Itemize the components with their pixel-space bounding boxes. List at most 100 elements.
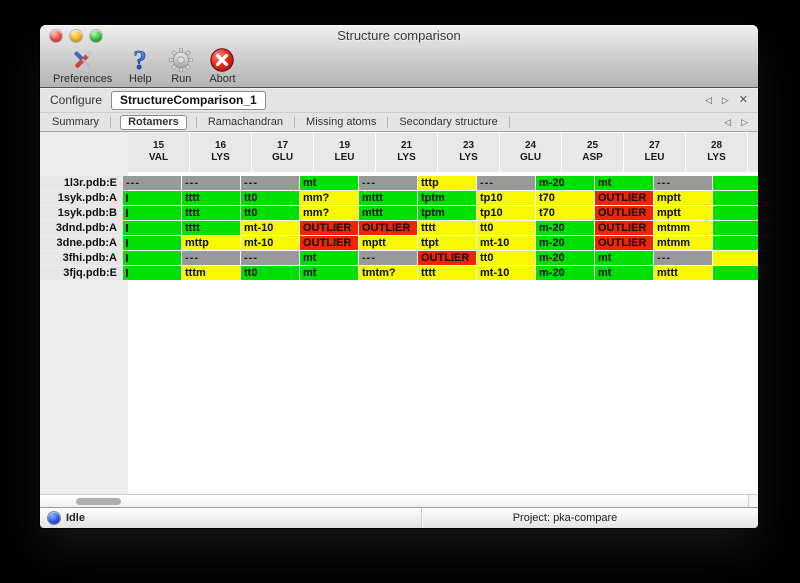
- row-label[interactable]: 1syk.pdb:B: [40, 206, 122, 220]
- rotamer-cell[interactable]: ---: [477, 176, 535, 190]
- rotamer-cell[interactable]: tptm: [418, 191, 476, 205]
- rotamer-cell[interactable]: tttt: [182, 191, 240, 205]
- prev-configuration-icon[interactable]: ◁: [704, 95, 712, 105]
- rotamer-cell[interactable]: tttt: [182, 206, 240, 220]
- rotamer-cell[interactable]: m-20: [536, 251, 594, 265]
- rotamer-cell[interactable]: mm?: [300, 191, 358, 205]
- row-label[interactable]: 3dne.pdb:A: [40, 236, 122, 250]
- run-button[interactable]: Run: [168, 47, 194, 85]
- row-label[interactable]: 3dnd.pdb:A: [40, 221, 122, 235]
- rotamer-cell[interactable]: m-20: [536, 236, 594, 250]
- rotamer-cell[interactable]: [123, 206, 181, 220]
- rotamer-cell[interactable]: OUTLIER: [300, 221, 358, 235]
- rotamer-cell[interactable]: OUTLIER: [300, 236, 358, 250]
- rotamer-cell[interactable]: mt: [300, 266, 358, 280]
- rotamer-cell[interactable]: mptt: [654, 191, 712, 205]
- row-label[interactable]: 3fhi.pdb:A: [40, 251, 122, 265]
- next-configuration-icon[interactable]: ▷: [721, 95, 729, 105]
- minimize-window-button[interactable]: [70, 30, 82, 42]
- rotamer-cell[interactable]: ---: [241, 251, 299, 265]
- close-configuration-icon[interactable]: ✕: [738, 94, 748, 106]
- rotamer-cell[interactable]: [123, 266, 181, 280]
- column-header[interactable]: 15 VAL: [128, 132, 189, 172]
- rotamer-cell[interactable]: mt-10: [241, 236, 299, 250]
- tab-summary[interactable]: Summary: [52, 116, 100, 128]
- rotamer-cell[interactable]: tttm: [182, 266, 240, 280]
- rotamer-cell[interactable]: mt: [300, 251, 358, 265]
- horizontal-scrollbar[interactable]: [40, 494, 758, 507]
- rotamer-cell[interactable]: OUTLIER: [595, 191, 653, 205]
- rotamer-cell[interactable]: tttp: [418, 176, 476, 190]
- rotamer-cell[interactable]: ---: [182, 176, 240, 190]
- rotamer-cell[interactable]: OUTLIER: [418, 251, 476, 265]
- titlebar[interactable]: Structure comparison: [40, 25, 758, 46]
- row-label[interactable]: 1l3r.pdb:E: [40, 176, 122, 190]
- rotamer-cell[interactable]: m-20: [536, 221, 594, 235]
- tab-missing-atoms[interactable]: Missing atoms: [306, 116, 377, 128]
- rotamer-cell[interactable]: OUTLIER: [595, 221, 653, 235]
- help-button[interactable]: ? Help: [127, 47, 153, 85]
- column-header[interactable]: 25 ASP: [562, 132, 623, 172]
- rotamer-cell[interactable]: mm?: [300, 206, 358, 220]
- rotamer-cell[interactable]: mtmm: [654, 221, 712, 235]
- tab-rotamers[interactable]: Rotamers: [120, 114, 187, 130]
- rotamer-cell[interactable]: ---: [654, 251, 712, 265]
- rotamer-cell[interactable]: tttt: [182, 221, 240, 235]
- rotamer-cell[interactable]: tt0: [477, 251, 535, 265]
- rotamer-cell[interactable]: tptm: [418, 206, 476, 220]
- row-label[interactable]: 3fjq.pdb:E: [40, 266, 122, 280]
- rotamer-cell[interactable]: OUTLIER: [595, 206, 653, 220]
- rotamer-cell[interactable]: tttt: [418, 266, 476, 280]
- column-header[interactable]: 23 LYS: [438, 132, 499, 172]
- rotamer-cell[interactable]: tt0: [241, 191, 299, 205]
- abort-button[interactable]: Abort: [209, 47, 236, 85]
- scrollbar-thumb[interactable]: [76, 498, 121, 505]
- row-label[interactable]: 1syk.pdb:A: [40, 191, 122, 205]
- rotamer-cell[interactable]: ttpt: [418, 236, 476, 250]
- tab-secondary-structure[interactable]: Secondary structure: [399, 116, 498, 128]
- rotamer-cell[interactable]: tmtm?: [359, 266, 417, 280]
- configuration-tab[interactable]: StructureComparison_1: [111, 90, 266, 110]
- column-header[interactable]: 24 GLU: [500, 132, 561, 172]
- rotamer-cell[interactable]: tt0: [241, 266, 299, 280]
- rotamer-cell[interactable]: mttt: [359, 191, 417, 205]
- rotamer-cell[interactable]: mt-10: [241, 221, 299, 235]
- rotamer-cell[interactable]: m-20: [536, 176, 594, 190]
- column-header[interactable]: 17 GLU: [252, 132, 313, 172]
- rotamer-cell[interactable]: t70: [536, 191, 594, 205]
- rotamer-cell[interactable]: OUTLIER: [595, 236, 653, 250]
- rotamer-cell[interactable]: mttp: [182, 236, 240, 250]
- rotamer-cell[interactable]: tt0: [241, 206, 299, 220]
- rotamer-cell[interactable]: tttt: [418, 221, 476, 235]
- rotamer-cell[interactable]: ---: [241, 176, 299, 190]
- rotamer-cell[interactable]: mptt: [654, 206, 712, 220]
- rotamer-cell[interactable]: mt: [595, 266, 653, 280]
- column-header[interactable]: 27 LEU: [624, 132, 685, 172]
- rotamer-cell[interactable]: ---: [123, 176, 181, 190]
- rotamer-cell[interactable]: ---: [182, 251, 240, 265]
- rotamer-cell[interactable]: ---: [359, 251, 417, 265]
- rotamer-cell[interactable]: mt: [300, 176, 358, 190]
- rotamer-cell[interactable]: ---: [359, 176, 417, 190]
- zoom-window-button[interactable]: [90, 30, 102, 42]
- rotamer-cell[interactable]: mtmm: [654, 236, 712, 250]
- column-header[interactable]: 16 LYS: [190, 132, 251, 172]
- close-window-button[interactable]: [50, 30, 62, 42]
- rotamer-cell[interactable]: m-20: [536, 266, 594, 280]
- rotamer-cell[interactable]: t70: [536, 206, 594, 220]
- rotamer-cell[interactable]: [123, 221, 181, 235]
- tab-ramachandran[interactable]: Ramachandran: [207, 116, 284, 128]
- rotamer-cell[interactable]: ---: [654, 176, 712, 190]
- rotamer-cell[interactable]: [123, 236, 181, 250]
- rotamer-cell[interactable]: mt: [595, 176, 653, 190]
- rotamer-cell[interactable]: [123, 191, 181, 205]
- rotamer-cell[interactable]: mttt: [654, 266, 712, 280]
- rotamer-cell[interactable]: OUTLIER: [359, 221, 417, 235]
- rotamer-cell[interactable]: mt-10: [477, 266, 535, 280]
- rotamer-cell[interactable]: tp10: [477, 206, 535, 220]
- rotamer-cell[interactable]: mttt: [359, 206, 417, 220]
- rotamer-cell[interactable]: mptt: [359, 236, 417, 250]
- rotamer-cell[interactable]: [123, 251, 181, 265]
- rotamer-cell[interactable]: tt0: [477, 221, 535, 235]
- rotamer-cell[interactable]: tp10: [477, 191, 535, 205]
